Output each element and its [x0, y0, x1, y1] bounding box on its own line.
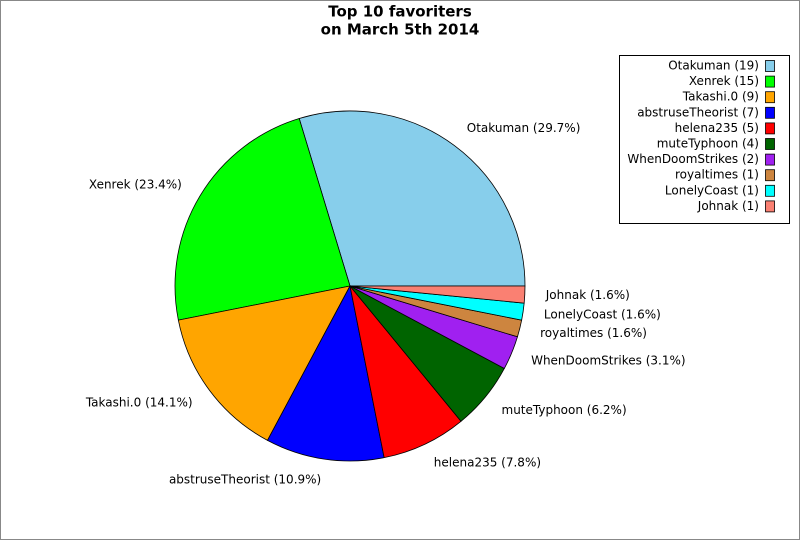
legend-label: abstruseTheorist (7) — [637, 105, 759, 119]
legend-swatch — [765, 122, 775, 135]
chart-subtitle: on March 5th 2014 — [321, 21, 480, 39]
legend-swatch — [765, 60, 775, 72]
legend-label: Takashi.0 (9) — [682, 90, 759, 104]
legend-swatch — [765, 200, 775, 213]
legend-label: LonelyCoast (1) — [665, 183, 759, 197]
pie-slice — [298, 110, 526, 287]
slice-label: royaltimes (1.6%) — [540, 326, 647, 340]
pie-slice — [266, 284, 385, 462]
slice-label: muteTyphoon (6.2%) — [502, 403, 627, 417]
slice-label: helena235 (7.8%) — [434, 456, 541, 470]
slice-label: abstruseTheorist (10.9%) — [169, 472, 321, 486]
legend-label: helena235 (5) — [675, 121, 759, 135]
legend-swatch — [765, 184, 775, 197]
legend-label: Otakuman (19) — [668, 59, 759, 73]
slice-label: LonelyCoast (1.6%) — [544, 307, 661, 321]
legend-label: Xenrek (15) — [689, 74, 759, 88]
legend-swatch — [765, 75, 775, 88]
slice-label: Otakuman (29.7%) — [467, 121, 581, 135]
legend-swatch — [765, 153, 775, 166]
pie-slice — [349, 285, 526, 304]
pie-slice — [177, 285, 351, 441]
legend-label: WhenDoomStrikes (2) — [627, 152, 759, 166]
legend-label: Johnak (1) — [697, 199, 759, 213]
slice-label: Takashi.0 (14.1%) — [85, 395, 193, 409]
legend-swatch — [765, 169, 775, 182]
slice-label: Johnak (1.6%) — [545, 288, 630, 302]
legend-swatch — [765, 91, 775, 104]
legend-label: royaltimes (1) — [675, 168, 759, 182]
legend-box — [619, 55, 790, 224]
slice-label: Xenrek (23.4%) — [89, 178, 182, 192]
legend-label: muteTyphoon (4) — [657, 137, 759, 151]
legend-swatch — [765, 106, 775, 119]
pie-slice — [174, 118, 351, 321]
slice-label: WhenDoomStrikes (3.1%) — [531, 354, 685, 368]
legend-swatch — [765, 138, 775, 150]
chart-title: Top 10 favoriters — [328, 3, 472, 21]
